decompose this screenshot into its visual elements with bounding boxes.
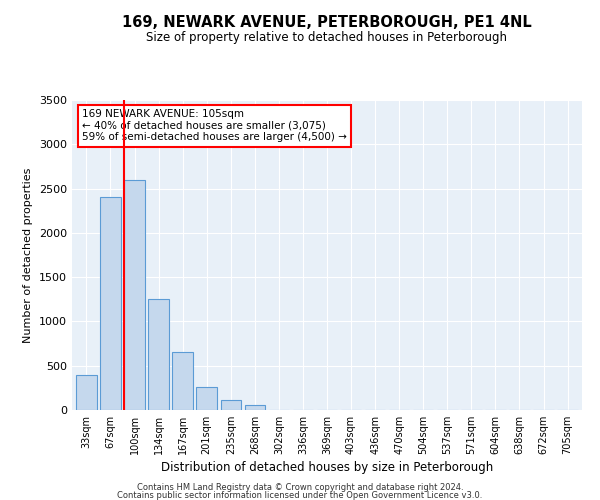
Bar xyxy=(124,180,145,410)
Text: Contains HM Land Registry data © Crown copyright and database right 2024.: Contains HM Land Registry data © Crown c… xyxy=(137,483,463,492)
Text: Size of property relative to detached houses in Peterborough: Size of property relative to detached ho… xyxy=(146,31,508,44)
Bar xyxy=(245,405,265,410)
Bar xyxy=(76,374,97,410)
Bar xyxy=(100,198,121,410)
Text: Contains public sector information licensed under the Open Government Licence v3: Contains public sector information licen… xyxy=(118,492,482,500)
Bar xyxy=(221,400,241,410)
Y-axis label: Number of detached properties: Number of detached properties xyxy=(23,168,34,342)
Text: 169, NEWARK AVENUE, PETERBOROUGH, PE1 4NL: 169, NEWARK AVENUE, PETERBOROUGH, PE1 4N… xyxy=(122,15,532,30)
Text: Distribution of detached houses by size in Peterborough: Distribution of detached houses by size … xyxy=(161,461,493,474)
Text: 169 NEWARK AVENUE: 105sqm
← 40% of detached houses are smaller (3,075)
59% of se: 169 NEWARK AVENUE: 105sqm ← 40% of detac… xyxy=(82,110,347,142)
Bar xyxy=(196,387,217,410)
Bar xyxy=(148,300,169,410)
Bar xyxy=(172,352,193,410)
